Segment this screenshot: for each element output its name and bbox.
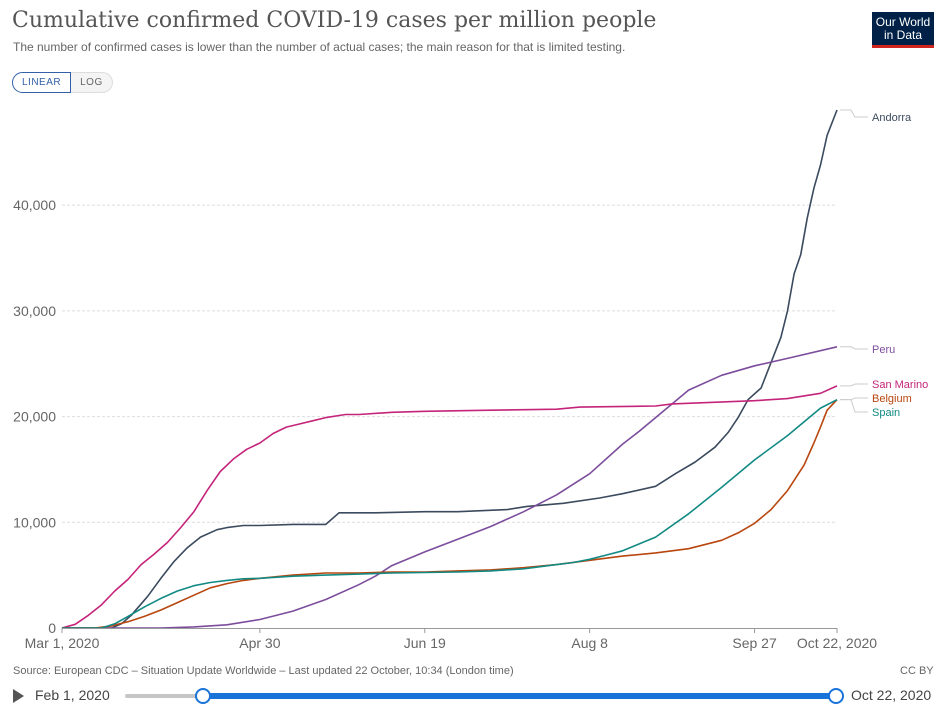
y-tick-label: 0 (48, 620, 56, 636)
timeline-end-handle[interactable] (828, 688, 844, 704)
timeline-start-label: Feb 1, 2020 (35, 687, 110, 703)
series-line-belgium[interactable] (62, 399, 838, 629)
timeline-selected-range (203, 693, 836, 699)
chart-title: Cumulative confirmed COVID-19 cases per … (12, 8, 657, 33)
series-line-andorra[interactable] (62, 109, 838, 629)
series-label-san-marino[interactable]: San Marino (872, 379, 928, 391)
line-chart: 0 10,000 20,000 30,000 40,000 Mar 1, 2020 Apr … (13, 109, 928, 651)
play-icon[interactable] (13, 689, 24, 703)
y-tick-label: 40,000 (13, 197, 56, 213)
grid-layer (62, 204, 837, 523)
timeline-end-label: Oct 22, 2020 (851, 687, 932, 703)
series-label-peru-connector (840, 346, 868, 350)
x-tick-label: Apr 30 (239, 635, 280, 651)
series-label-peru[interactable]: Peru (872, 344, 895, 356)
series-label-spain[interactable]: Spain (872, 407, 900, 419)
x-tick-label: Aug 8 (571, 635, 608, 651)
timeline-start-handle[interactable] (195, 688, 211, 704)
scale-toggle: LINEAR LOG (12, 72, 113, 93)
x-tick-label: Mar 1, 2020 (25, 635, 100, 651)
y-tick-label: 10,000 (13, 514, 56, 530)
logo-line-1: Our World (875, 15, 931, 29)
series-label-belgium[interactable]: Belgium (872, 393, 912, 405)
series-layer (61, 109, 838, 629)
series-label-spain-connector (840, 399, 868, 413)
timeline-slider: Feb 1, 2020 Oct 22, 2020 (0, 684, 948, 708)
log-scale-button[interactable]: LOG (71, 72, 113, 93)
linear-scale-button[interactable]: LINEAR (12, 72, 72, 93)
source-note: Source: European CDC – Situation Update … (13, 665, 514, 677)
series-line-spain[interactable] (62, 398, 838, 629)
axis-layer: 0 10,000 20,000 30,000 40,000 Mar 1, 2020 Apr … (13, 197, 877, 651)
logo-line-2: in Data (883, 28, 923, 42)
series-label-san-marino-connector (840, 383, 868, 387)
x-tick-label: Oct 22, 2020 (797, 635, 877, 651)
x-tick-label: Sep 27 (732, 635, 777, 651)
x-tick-label: Jun 19 (404, 635, 446, 651)
owid-logo[interactable]: Our World in Data (872, 12, 934, 48)
series-label-andorra-connector (840, 109, 868, 118)
y-tick-label: 30,000 (13, 303, 56, 319)
series-label-layer: Andorra Peru San Marino Belgium Spain (840, 109, 928, 419)
series-line-peru[interactable] (62, 346, 838, 629)
series-label-andorra[interactable]: Andorra (872, 112, 912, 124)
logo-accent-bar (872, 45, 934, 48)
chart-subtitle: The number of confirmed cases is lower t… (13, 40, 626, 54)
series-line-san-marino[interactable] (61, 385, 838, 629)
license-link[interactable]: CC BY (900, 665, 934, 677)
y-tick-label: 20,000 (13, 409, 56, 425)
